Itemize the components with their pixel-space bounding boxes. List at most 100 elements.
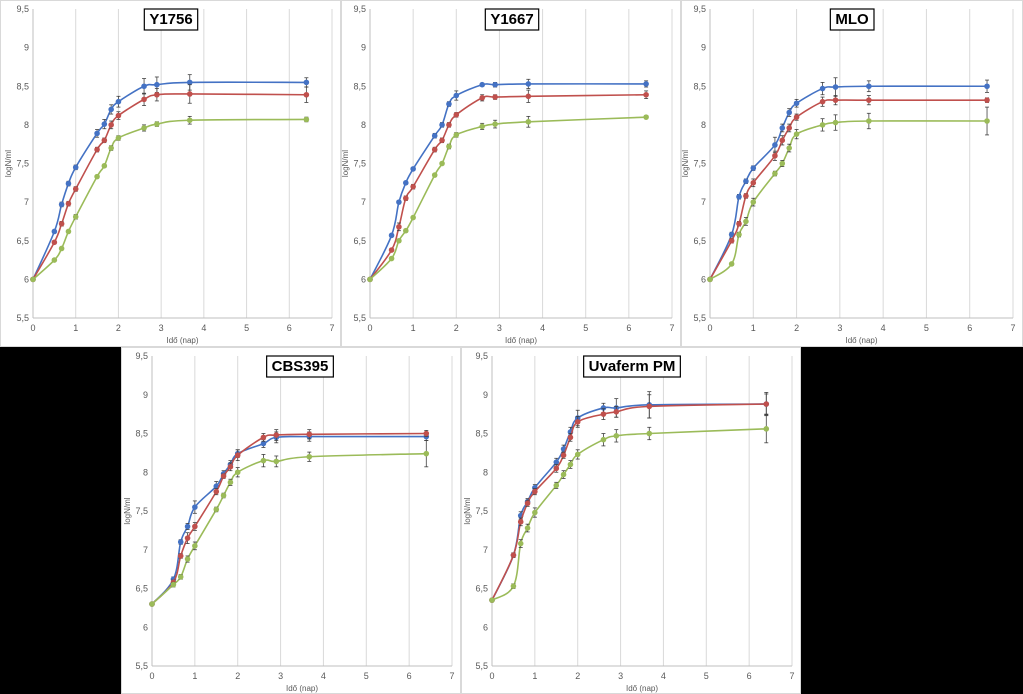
series-line-green	[369, 116, 647, 280]
chart-panel-uvaferm-pm: 5,5 6 6,5 7 7,5 8 8,5 9 9,5 0 1 2 3 4 5 6 7 Idő (nap) logN…	[461, 347, 801, 694]
data-point-blue	[177, 539, 184, 545]
chart-title: Y1756	[149, 11, 192, 28]
chart-title-box: MLO	[829, 8, 875, 31]
data-point-red	[58, 220, 65, 227]
chart-title-box: Uvaferm PM	[583, 355, 681, 378]
data-point-red	[72, 186, 79, 192]
chart-svg-cbs395: 5,5 6 6,5 7 7,5 8 8,5 9 9,5 0 1 2 3 4 5 6 7 Idő (nap) logN…	[123, 351, 455, 693]
chart-title-box: Y1667	[484, 8, 540, 31]
data-point-green	[832, 119, 839, 126]
data-point-green	[524, 525, 531, 531]
series-line-blue	[369, 83, 647, 280]
data-point-green	[431, 172, 438, 178]
data-point-green	[510, 583, 517, 589]
data-point-blue	[643, 81, 649, 87]
data-point-green	[489, 597, 495, 603]
x-tick-label: 4	[321, 671, 326, 681]
chart-title: MLO	[835, 11, 869, 28]
data-point-green	[184, 556, 191, 562]
data-point-blue	[192, 504, 198, 510]
data-point-green	[403, 227, 409, 234]
chart-title-frame	[829, 8, 875, 31]
data-point-red	[101, 137, 108, 144]
data-point-red	[184, 535, 191, 541]
data-point-red	[65, 200, 72, 207]
data-point-red	[154, 91, 160, 98]
data-point-blue	[51, 228, 58, 235]
data-point-red	[492, 94, 498, 100]
data-point-green	[613, 433, 620, 439]
chart-title-box: Y1756	[143, 8, 199, 31]
y-tick-label: 9	[361, 43, 366, 53]
data-point-red	[453, 112, 460, 118]
data-point-red	[220, 473, 227, 479]
data-point-green	[51, 257, 58, 263]
data-point-blue	[793, 100, 800, 107]
y-tick-label: 7,5	[475, 506, 488, 516]
data-point-red	[186, 91, 193, 97]
data-point-red	[234, 452, 241, 458]
data-point-blue	[984, 83, 990, 90]
x-tick-label: 5	[364, 671, 369, 681]
y-tick-label: 9	[24, 43, 29, 53]
data-point-red	[388, 247, 395, 253]
x-tick-label: 3	[278, 671, 283, 681]
y-tick-label: 7,5	[16, 159, 29, 169]
data-point-green	[763, 426, 770, 432]
y-tick-label: 8,5	[693, 81, 706, 91]
series-line-green	[32, 118, 307, 280]
y-axis-title: logN/ml	[4, 150, 13, 177]
chart-panel-cbs395: 5,5 6 6,5 7 7,5 8 8,5 9 9,5 0 1 2 3 4 5 6 7 Idő (nap) logN…	[121, 347, 461, 694]
x-tick-label: 7	[669, 323, 674, 333]
chart-title-frame	[484, 8, 540, 31]
y-tick-label: 7,5	[135, 506, 148, 516]
data-point-blue	[786, 109, 793, 116]
data-point-blue	[479, 81, 485, 88]
data-point-red	[866, 97, 872, 103]
data-point-red	[646, 403, 653, 410]
data-point-red	[786, 125, 793, 131]
y-tick-label: 9	[143, 390, 148, 400]
x-tick-label: 4	[201, 323, 206, 333]
series-line-blue	[151, 435, 427, 605]
y-tick-label: 5,5	[693, 313, 706, 323]
x-axis-title: Idő (nap)	[845, 336, 877, 345]
data-point-green	[186, 117, 193, 124]
data-point-blue	[492, 81, 498, 88]
x-tick-label: 1	[192, 671, 197, 681]
data-point-red	[779, 137, 786, 144]
data-point-red	[510, 552, 517, 558]
x-tick-label: 0	[149, 671, 154, 681]
y-tick-label: 6,5	[16, 236, 29, 246]
chart-panel-mlo: 5,5 6 6,5 7 7,5 8 8,5 9 9,5 0 1 2 3 4 5 6 7 Idő (nap) logN…	[681, 0, 1023, 347]
y-tick-label: 6	[361, 274, 366, 284]
data-point-red	[567, 434, 574, 441]
y-tick-label: 8,5	[16, 81, 29, 91]
data-point-red	[141, 96, 147, 103]
x-tick-label: 5	[244, 323, 249, 333]
data-point-green	[260, 457, 267, 464]
chart-title-frame	[266, 355, 334, 378]
data-point-blue	[141, 83, 147, 90]
y-tick-label: 8,5	[135, 429, 148, 439]
y-tick-label: 6	[483, 622, 488, 632]
x-tick-label: 7	[789, 671, 794, 681]
data-point-green	[439, 160, 445, 167]
x-tick-label: 2	[575, 671, 580, 681]
data-point-blue	[779, 125, 786, 131]
y-tick-label: 8,5	[353, 81, 366, 91]
data-point-green	[736, 231, 742, 238]
data-point-red	[115, 112, 122, 119]
data-point-blue	[832, 84, 839, 90]
chart-svg-y1667: 5,5 6 6,5 7 7,5 8 8,5 9 9,5 0 1 2 3 4 5 6 7 Idő (nap) logN…	[342, 4, 675, 345]
y-tick-label: 8	[143, 467, 148, 477]
data-point-blue	[115, 98, 122, 105]
data-point-green	[65, 228, 72, 235]
y-tick-label: 6,5	[135, 584, 148, 594]
y-axis-title: logN/ml	[682, 150, 690, 177]
data-point-blue	[72, 164, 79, 171]
x-tick-label: 3	[497, 323, 502, 333]
data-point-blue	[736, 193, 742, 200]
data-point-red	[832, 97, 839, 103]
data-point-green	[306, 453, 313, 460]
